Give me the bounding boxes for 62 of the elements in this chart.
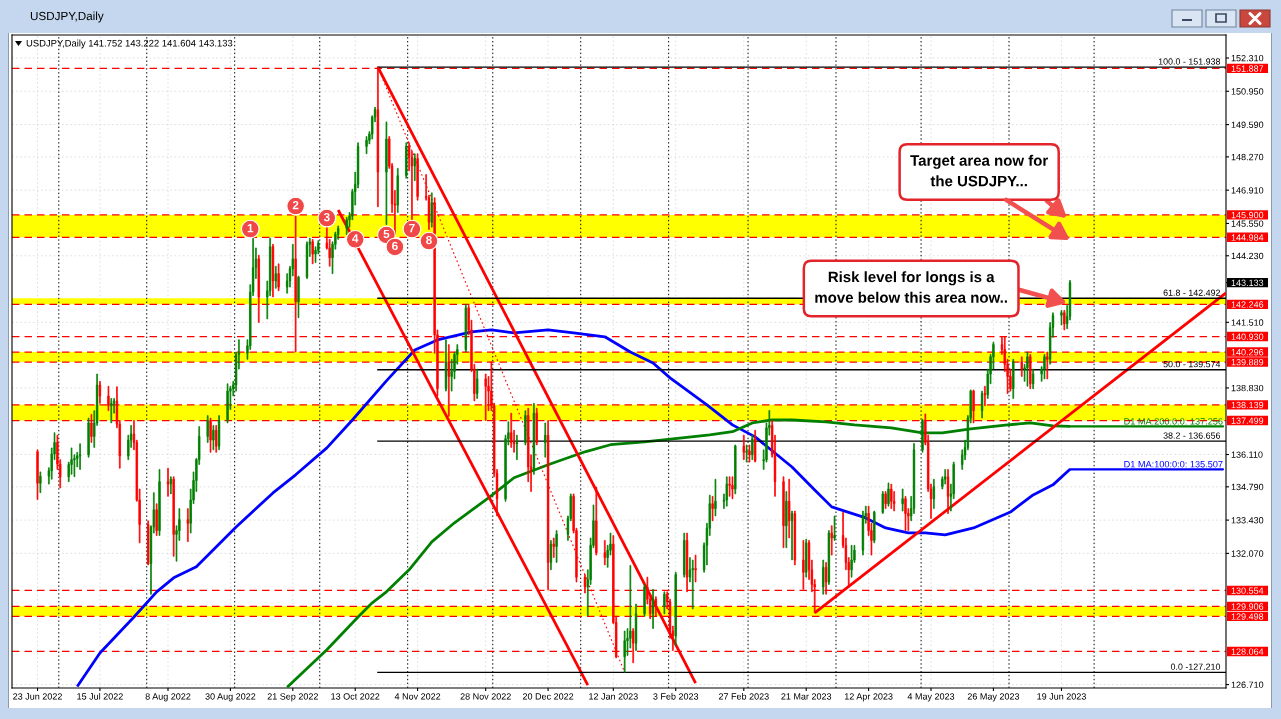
ref-line-label: 145.900 — [1231, 211, 1264, 219]
legend-label: 61.8 - 142.492 — [1163, 289, 1220, 296]
x-tick-label: 19 Jun 2023 — [1037, 693, 1086, 700]
chart-title: USDJPY,Daily — [30, 11, 104, 23]
ref-line-label: 137.499 — [1231, 417, 1264, 424]
ref-line-label: 151.887 — [1231, 65, 1264, 72]
ref-line-label: 128.064 — [1231, 648, 1264, 655]
y-tick-label: 138.830 — [1231, 384, 1264, 392]
y-tick-label: 132.070 — [1231, 550, 1264, 557]
y-tick-label: 149.590 — [1231, 121, 1264, 128]
x-tick-label: 30 Aug 2022 — [205, 693, 256, 702]
x-tick-label: 27 Feb 2023 — [718, 693, 769, 700]
annotation: Risk level for longs is a move below this area now.. — [815, 271, 1007, 303]
x-tick-label: 13 Oct 2022 — [331, 693, 380, 700]
series-label: 0.0 -127.210 — [1170, 663, 1221, 670]
annotation: Target area now for the USDJPY... — [910, 154, 1048, 187]
y-tick-label: 152.310 — [1231, 54, 1264, 62]
y-tick-label: 150.950 — [1231, 88, 1264, 95]
ref-line-label: 144.984 — [1231, 234, 1264, 241]
x-tick-label: 12 Apr 2023 — [844, 693, 893, 702]
x-tick-label: 20 Dec 2022 — [522, 693, 574, 700]
ref-line-label: 140.930 — [1231, 333, 1264, 340]
annotation: 1 — [247, 224, 254, 233]
y-tick-label: 134.790 — [1231, 483, 1264, 491]
ref-line-label: 139.889 — [1231, 358, 1264, 366]
y-tick-label: 146.910 — [1231, 187, 1264, 194]
ref-line-label: 140.296 — [1231, 349, 1264, 356]
x-tick-label: 12 Jan 2023 — [589, 693, 638, 700]
x-tick-label: 23 Jun 2022 — [13, 693, 62, 700]
annotation: 7 — [409, 224, 415, 233]
annotation: 5 — [383, 229, 390, 239]
y-tick-label: 145.550 — [1231, 220, 1264, 227]
x-tick-label: 28 Nov 2022 — [460, 693, 511, 700]
legend-label: 100.0 - 151.938 — [1158, 58, 1221, 65]
y-tick-label: 136.110 — [1231, 451, 1263, 458]
x-tick-label: 8 Aug 2022 — [145, 693, 191, 702]
x-tick-label: 4 May 2023 — [907, 693, 955, 702]
ref-line-label: 142.246 — [1231, 301, 1264, 308]
x-tick-label: 3 Feb 2023 — [653, 693, 699, 700]
y-tick-label: 126.710 — [1231, 681, 1264, 688]
series-label: 38.2 - 136.656 — [1163, 432, 1221, 439]
x-tick-label: 21 Mar 2023 — [781, 693, 832, 700]
annotation: 4 — [352, 234, 359, 243]
y-tick-label: 144.230 — [1231, 252, 1264, 260]
ref-line-label: 130.554 — [1231, 587, 1264, 594]
x-tick-label: 26 May 2023 — [967, 693, 1020, 702]
chart-subtitle: USDJPY,Daily 141.752 143.222 141.604 143.133 — [26, 39, 233, 49]
x-tick-label: 21 Sep 2022 — [267, 693, 318, 702]
y-tick-label: 141.510 — [1231, 319, 1264, 326]
y-tick-label: 133.430 — [1231, 517, 1264, 524]
x-tick-label: 4 Nov 2022 — [394, 693, 441, 700]
y-tick-label: 143.133 — [1231, 279, 1264, 286]
annotation: 8 — [426, 235, 432, 245]
ref-line-label: 129.498 — [1231, 613, 1264, 620]
annotation: 2 — [292, 200, 299, 210]
ref-line-label: 138.139 — [1231, 401, 1264, 409]
annotation: D1 MA:100:0:0: 135.507 — [1124, 460, 1223, 468]
annotation: 3 — [323, 212, 330, 222]
x-tick-label: 15 Jul 2022 — [77, 693, 123, 700]
annotation: 6 — [392, 241, 398, 251]
y-tick-label: 148.270 — [1231, 153, 1264, 161]
ref-line-label: 129.906 — [1231, 603, 1264, 610]
